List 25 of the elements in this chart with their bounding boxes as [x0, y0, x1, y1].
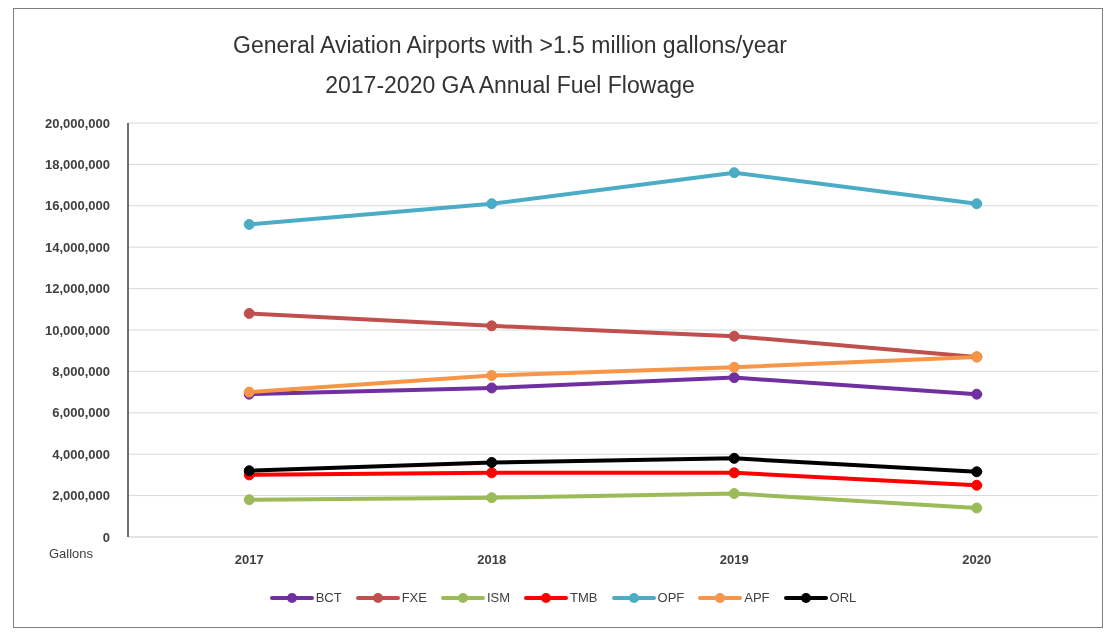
y-tick-label: 6,000,000 [52, 405, 110, 421]
legend-label: ISM [486, 590, 511, 605]
y-tick-label: 18,000,000 [44, 157, 110, 173]
y-tick-label: 10,000,000 [44, 322, 110, 338]
x-tick-label: 2017 [234, 552, 264, 568]
y-tick-label: 4,000,000 [52, 446, 110, 462]
x-tick-label: 2020 [962, 552, 992, 568]
x-tick-label: 2018 [477, 552, 507, 568]
y-tick-label: 8,000,000 [52, 364, 110, 380]
legend-label: FXE [401, 590, 427, 605]
y-tick-label: 20,000,000 [44, 115, 110, 131]
legend-label: OPF [657, 590, 685, 605]
chart-title: General Aviation Airports with >1.5 million gallons/year [232, 31, 788, 59]
y-axis-title: Gallons [47, 546, 95, 561]
legend-label: ORL [829, 590, 857, 605]
y-tick-label: 12,000,000 [44, 281, 110, 297]
legend-label: BCT [315, 590, 342, 605]
chart-subtitle: 2017-2020 GA Annual Fuel Flowage [324, 71, 696, 99]
x-tick-label: 2019 [719, 552, 749, 568]
y-tick-label: 0 [102, 529, 110, 545]
y-tick-label: 16,000,000 [44, 198, 110, 214]
legend-label: TMB [570, 590, 598, 605]
legend-label: APF [744, 590, 770, 605]
y-tick-label: 14,000,000 [44, 239, 110, 255]
y-tick-label: 2,000,000 [52, 488, 110, 504]
